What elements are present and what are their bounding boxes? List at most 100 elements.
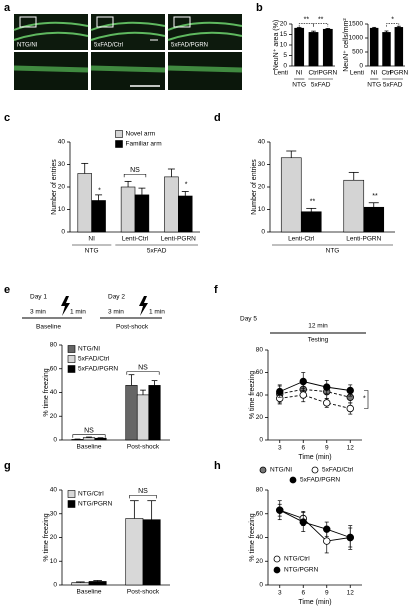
significance-bracket — [313, 23, 329, 27]
row-label: Lenti — [274, 70, 288, 77]
panel-label: e — [4, 284, 10, 296]
protocol-text: 1 min — [70, 309, 86, 316]
x-tick-label: 6 — [301, 590, 305, 597]
y-tick-label: 0 — [283, 63, 287, 70]
bar — [91, 200, 106, 233]
y-tick-label: 10 — [58, 206, 66, 213]
x-tick-label: NI — [88, 236, 95, 243]
marker — [346, 533, 354, 542]
legend-label: NTG/Ctrl — [284, 556, 310, 563]
x-tick-label: Lenti-Ctrl — [122, 236, 149, 243]
bar — [322, 28, 333, 67]
y-tick-label: 20 — [280, 21, 288, 28]
inset-box — [96, 16, 114, 28]
y-tick-label: 80 — [256, 347, 264, 354]
y-axis-label: Number of entries — [251, 159, 258, 215]
legend-label: NTG/PGRN — [78, 501, 113, 508]
legend-marker — [273, 566, 281, 574]
protocol-e: Day 1 3 min 1 min Baseline Day 2 3 min 1… — [22, 294, 165, 331]
y-tick-label: 0 — [259, 437, 263, 444]
panel-label: d — [214, 112, 221, 124]
marker — [323, 383, 331, 391]
y-tick-label: 5 — [283, 52, 287, 59]
x-tick-label: Ctrl — [381, 70, 392, 77]
inset-box — [19, 16, 37, 28]
protocol-f: Day 5 12 min Testing — [240, 316, 366, 344]
legend-swatch — [67, 365, 76, 373]
legend-swatch — [67, 355, 76, 363]
bar — [71, 439, 84, 441]
y-tick-label: 0 — [261, 229, 265, 236]
annotation: ** — [310, 199, 316, 206]
panel-label: b — [256, 2, 263, 14]
bar — [142, 519, 161, 586]
x-tick-label: 6 — [301, 445, 305, 452]
annotation: NS — [138, 365, 148, 372]
x-tick-label: 3 — [278, 590, 282, 597]
legend-label: 5xFAD/Ctrl — [322, 467, 354, 474]
row-label: Lenti — [350, 70, 364, 77]
bar — [82, 437, 96, 441]
annotation: ** — [304, 16, 310, 23]
group-label: 5xFAD — [383, 82, 403, 89]
protocol-text: Baseline — [36, 324, 61, 331]
bar — [178, 195, 193, 233]
y-tick-label: 0 — [53, 437, 57, 444]
protocol-text: Day 1 — [30, 294, 47, 301]
legend-marker — [311, 466, 319, 474]
series-line — [279, 394, 351, 409]
protocol-text: 12 min — [308, 323, 328, 330]
x-tick-label: Post-shock — [127, 589, 160, 596]
image-label: 5xFAD/Ctrl — [94, 43, 123, 49]
x-tick-label: Lenti-PGRN — [161, 236, 196, 243]
legend-label: 5xFAD/PGRN — [300, 477, 340, 484]
legend-label: Familiar arm — [126, 141, 162, 148]
bar — [343, 179, 365, 233]
x-axis-label: Time (min) — [298, 454, 331, 461]
y-tick-label: 40 — [58, 139, 66, 146]
marker — [276, 387, 284, 396]
significance-bracket — [123, 173, 147, 178]
annotation: ** — [372, 193, 378, 200]
inset-box — [173, 16, 191, 28]
x-tick-label: Lenti-Ctrl — [288, 236, 315, 243]
x-tick-label: Post-shock — [127, 444, 160, 451]
legend-label: NTG/Ctrl — [78, 491, 104, 498]
bar — [382, 32, 391, 67]
legend-label: Novel arm — [126, 131, 156, 138]
x-tick-label: Baseline — [77, 589, 102, 596]
y-tick-label: 1000 — [349, 35, 364, 42]
series-line — [279, 509, 351, 542]
y-tick-label: 20 — [58, 184, 66, 191]
shock-icon — [61, 296, 70, 316]
marker — [346, 404, 354, 413]
bar — [280, 157, 302, 233]
legend-swatch — [67, 500, 76, 508]
bar — [164, 176, 179, 233]
marker — [346, 386, 354, 395]
legend-label: 5xFAD/Ctrl — [78, 356, 110, 363]
annotation: * — [185, 182, 188, 189]
significance-bracket — [126, 371, 160, 375]
bar — [300, 211, 322, 233]
x-tick-label: 12 — [347, 445, 355, 452]
bar — [77, 173, 92, 233]
annotation: NS — [138, 488, 148, 495]
series-line — [279, 381, 351, 393]
panel-a-images: NTG/NI 5xFAD/Ctrl 5xFAD/PGRN — [13, 14, 243, 90]
x-tick-label: NI — [371, 70, 378, 77]
y-tick-label: 10 — [50, 558, 58, 565]
y-tick-label: 40 — [256, 392, 264, 399]
y-tick-label: 40 — [50, 487, 58, 494]
protocol-text: Day 5 — [240, 316, 257, 323]
panel-label: a — [4, 2, 11, 14]
y-axis-label: NeuN⁺ cells/mm² — [343, 18, 350, 72]
legend-swatch — [67, 490, 76, 498]
legend-swatch — [115, 130, 123, 138]
marker — [276, 506, 284, 514]
bar — [94, 437, 107, 441]
y-axis-label: % time freezing — [43, 368, 50, 416]
y-tick-label: 0 — [359, 63, 363, 70]
y-tick-label: 40 — [50, 389, 58, 396]
legend-label: NTG/NI — [78, 346, 100, 353]
